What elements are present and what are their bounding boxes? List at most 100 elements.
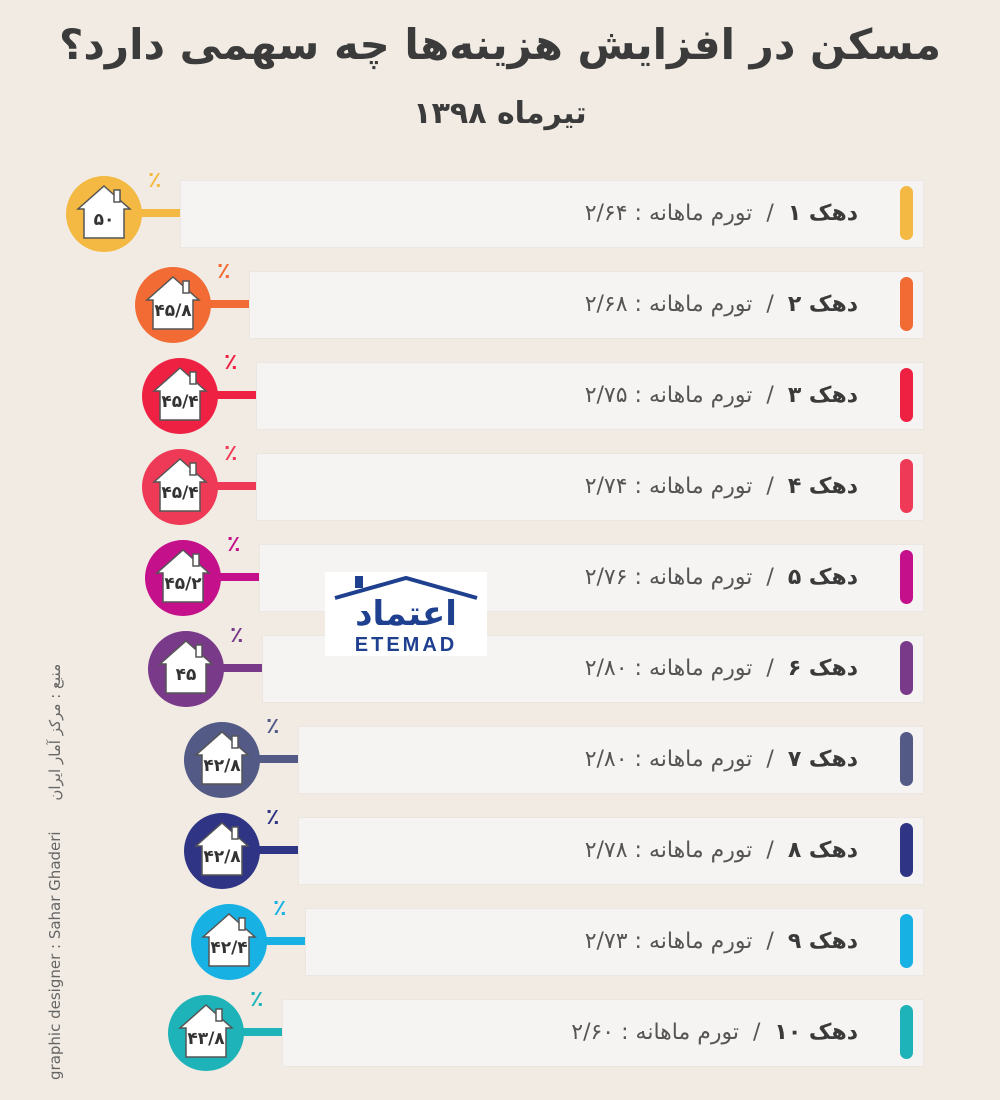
inflation-value: ۲/۶۸ <box>584 292 628 317</box>
share-marker: ۴۵/۴ <box>142 358 218 434</box>
share-value: ۴۵ <box>175 665 197 685</box>
row-label: دهک ۷ / تورم ماهانه : ۲/۸۰ <box>585 726 858 794</box>
chart-title: مسکن در افزایش هزینه‌ها چه سهمی دارد؟ <box>59 20 941 69</box>
color-marker <box>900 823 913 877</box>
inflation-bar <box>256 453 924 521</box>
chart-row-8: دهک ۸ / تورم ماهانه : ۲/۷۸ ۴۲/۸ ٪ <box>0 805 1000 889</box>
decile-label: دهک ۲ <box>787 292 858 317</box>
separator: / <box>766 383 774 408</box>
share-value: ۴۲/۸ <box>203 756 241 776</box>
inflation-value: ۲/۶۰ <box>571 1020 615 1045</box>
decile-label: دهک ۳ <box>787 383 858 408</box>
house-icon <box>158 639 214 694</box>
share-value: ۴۳/۸ <box>187 1029 225 1049</box>
share-marker: ۴۵/۸ <box>135 267 211 343</box>
percent-sign: ٪ <box>273 896 287 921</box>
share-marker: ۴۲/۸ <box>184 722 260 798</box>
inflation-label: تورم ماهانه : <box>627 656 753 681</box>
house-icon <box>76 184 132 239</box>
inflation-value: ۲/۷۶ <box>584 565 628 590</box>
inflation-bar <box>298 726 924 794</box>
row-label: دهک ۶ / تورم ماهانه : ۲/۸۰ <box>585 635 858 703</box>
decile-label: دهک ۹ <box>787 929 858 954</box>
inflation-value: ۲/۶۴ <box>584 201 628 226</box>
chart-row-3: دهک ۳ / تورم ماهانه : ۲/۷۵ ۴۵/۴ ٪ <box>0 350 1000 434</box>
color-marker <box>900 732 913 786</box>
row-label: دهک ۱ / تورم ماهانه : ۲/۶۴ <box>585 180 858 248</box>
percent-sign: ٪ <box>227 532 241 557</box>
share-marker: ۵۰ <box>66 176 142 252</box>
connector-line <box>244 755 298 763</box>
logo-text-fa: اعتماد <box>355 594 457 634</box>
share-marker: ۴۵ <box>148 631 224 707</box>
separator: / <box>766 201 774 226</box>
inflation-label: تورم ماهانه : <box>627 201 753 226</box>
row-label: دهک ۱۰ / تورم ماهانه : ۲/۶۰ <box>571 999 858 1067</box>
percent-sign: ٪ <box>148 168 162 193</box>
separator: / <box>766 929 774 954</box>
share-value: ۴۵/۸ <box>154 301 192 321</box>
inflation-bar <box>249 271 924 339</box>
percent-sign: ٪ <box>230 623 244 648</box>
share-marker: ۴۲/۴ <box>191 904 267 980</box>
chart-row-7: دهک ۷ / تورم ماهانه : ۲/۸۰ ۴۲/۸ ٪ <box>0 714 1000 798</box>
chart-row-2: دهک ۲ / تورم ماهانه : ۲/۶۸ ۴۵/۸ ٪ <box>0 259 1000 343</box>
house-roof-icon <box>334 575 478 600</box>
credits: graphic designer : Sahar Ghaderi منبع : … <box>46 664 64 1080</box>
house-icon <box>201 912 257 967</box>
connector-line <box>202 391 256 399</box>
source-credit: منبع : مرکز آمار ایران <box>46 663 64 801</box>
color-marker <box>900 186 913 240</box>
inflation-label: تورم ماهانه : <box>627 383 753 408</box>
chart-row-1: دهک ۱ / تورم ماهانه : ۲/۶۴ ۵۰ ٪ <box>0 168 1000 252</box>
color-marker <box>900 1005 913 1059</box>
share-value: ۴۵/۴ <box>161 392 199 412</box>
inflation-value: ۲/۸۰ <box>584 656 628 681</box>
chart-row-9: دهک ۹ / تورم ماهانه : ۲/۷۳ ۴۲/۴ ٪ <box>0 896 1000 980</box>
decile-label: دهک ۱ <box>787 201 858 226</box>
connector-line <box>228 1028 282 1036</box>
connector-line <box>244 846 298 854</box>
row-label: دهک ۵ / تورم ماهانه : ۲/۷۶ <box>585 544 858 612</box>
house-icon <box>194 821 250 876</box>
color-marker <box>900 641 913 695</box>
percent-sign: ٪ <box>266 714 280 739</box>
color-marker <box>900 277 913 331</box>
inflation-value: ۲/۷۳ <box>584 929 628 954</box>
share-marker: ۴۲/۸ <box>184 813 260 889</box>
inflation-label: تورم ماهانه : <box>627 474 753 499</box>
inflation-label: تورم ماهانه : <box>627 838 753 863</box>
chart-row-10: دهک ۱۰ / تورم ماهانه : ۲/۶۰ ۴۳/۸ ٪ <box>0 987 1000 1071</box>
inflation-bar <box>298 817 924 885</box>
house-icon <box>194 730 250 785</box>
separator: / <box>766 474 774 499</box>
share-marker: ۴۵/۲ <box>145 540 221 616</box>
share-marker: ۴۵/۴ <box>142 449 218 525</box>
share-marker: ۴۳/۸ <box>168 995 244 1071</box>
share-value: ۴۲/۴ <box>210 938 248 958</box>
inflation-bar <box>305 908 924 976</box>
connector-line <box>195 300 249 308</box>
row-label: دهک ۲ / تورم ماهانه : ۲/۶۸ <box>585 271 858 339</box>
share-value: ۴۵/۴ <box>161 483 199 503</box>
house-icon <box>178 1003 234 1058</box>
color-marker <box>900 368 913 422</box>
inflation-label: تورم ماهانه : <box>627 747 753 772</box>
percent-sign: ٪ <box>224 350 238 375</box>
house-icon <box>145 275 201 330</box>
decile-label: دهک ۸ <box>787 838 858 863</box>
row-label: دهک ۴ / تورم ماهانه : ۲/۷۴ <box>585 453 858 521</box>
percent-sign: ٪ <box>217 259 231 284</box>
percent-sign: ٪ <box>250 987 264 1012</box>
color-marker <box>900 459 913 513</box>
connector-line <box>251 937 305 945</box>
separator: / <box>766 747 774 772</box>
separator: / <box>766 838 774 863</box>
house-icon <box>152 366 208 421</box>
inflation-bar <box>180 180 924 248</box>
percent-sign: ٪ <box>224 441 238 466</box>
inflation-label: تورم ماهانه : <box>627 929 753 954</box>
inflation-bar <box>282 999 924 1067</box>
color-marker <box>900 550 913 604</box>
